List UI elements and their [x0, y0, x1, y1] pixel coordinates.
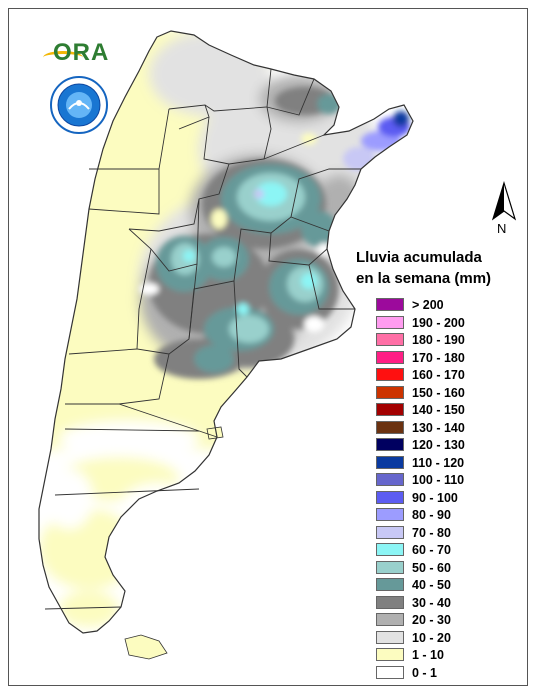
legend-swatch [376, 455, 404, 469]
legend-label: 50 - 60 [412, 560, 451, 575]
legend-label: 150 - 160 [412, 385, 465, 400]
legend-swatch [376, 648, 404, 661]
legend-label: 130 - 140 [412, 420, 465, 435]
legend-label: 30 - 40 [412, 595, 451, 610]
legend-label: 20 - 30 [412, 613, 451, 627]
legend-label: 140 - 150 [412, 403, 465, 417]
legend-swatch [376, 333, 404, 346]
legend-label: 1 - 10 [412, 648, 444, 662]
province-boundaries [38, 30, 414, 634]
legend-swatch [376, 560, 404, 574]
ora-logo-text: ORA [53, 39, 110, 66]
legend-swatch [376, 543, 404, 556]
logo-swoosh [43, 51, 83, 64]
legend-label: 190 - 200 [412, 315, 465, 330]
legend-swatch [376, 508, 404, 521]
legend-label: 0 - 1 [412, 665, 438, 680]
legend-label: > 200 [412, 298, 444, 312]
legend-label: 10 - 20 [412, 630, 451, 645]
legend-label: 120 - 130 [412, 438, 465, 452]
legend-swatch [376, 630, 404, 644]
north-arrow-icon [491, 181, 517, 221]
legend-swatch [376, 385, 404, 399]
legend-swatch [376, 578, 404, 591]
legend-title-line1: Lluvia acumulada [356, 249, 482, 266]
legend-title: Lluvia acumulada en la semana (mm) [356, 247, 491, 289]
legend-swatch [376, 595, 404, 609]
legend-label: 80 - 90 [412, 508, 451, 522]
legend-label: 40 - 50 [412, 578, 451, 592]
legend-swatch [376, 525, 404, 539]
legend-swatch [376, 368, 404, 381]
legend-swatch [376, 403, 404, 416]
tierra-del-fuego [124, 634, 168, 660]
legend-label: 100 - 110 [412, 473, 465, 487]
legend-swatch [376, 315, 404, 329]
legend-title-line2: en la semana (mm) [356, 270, 492, 287]
legend-swatch [376, 298, 404, 311]
legend-label: 110 - 120 [412, 455, 465, 470]
legend-label: 60 - 70 [412, 543, 451, 557]
legend-label: 170 - 180 [412, 350, 465, 365]
north-label: N [497, 221, 507, 236]
island-small [206, 426, 224, 440]
legend-label: 70 - 80 [412, 525, 451, 540]
legend-swatch [376, 613, 404, 626]
argentina-rainfall-map [38, 30, 414, 660]
legend-swatch [376, 438, 404, 451]
legend-label: 90 - 100 [412, 490, 458, 505]
legend-swatch [376, 350, 404, 364]
legend-swatch [376, 490, 404, 504]
ora-logo: ORA [43, 39, 113, 69]
legend-label: 160 - 170 [412, 368, 465, 382]
legend-swatch [376, 420, 404, 434]
legend-label: 180 - 190 [412, 333, 465, 347]
legend-swatch [376, 473, 404, 486]
legend-swatch [376, 665, 404, 679]
map-frame: ORA N Lluvia acumulada en la semana (mm)… [8, 8, 528, 686]
weather-service-seal [50, 76, 108, 134]
